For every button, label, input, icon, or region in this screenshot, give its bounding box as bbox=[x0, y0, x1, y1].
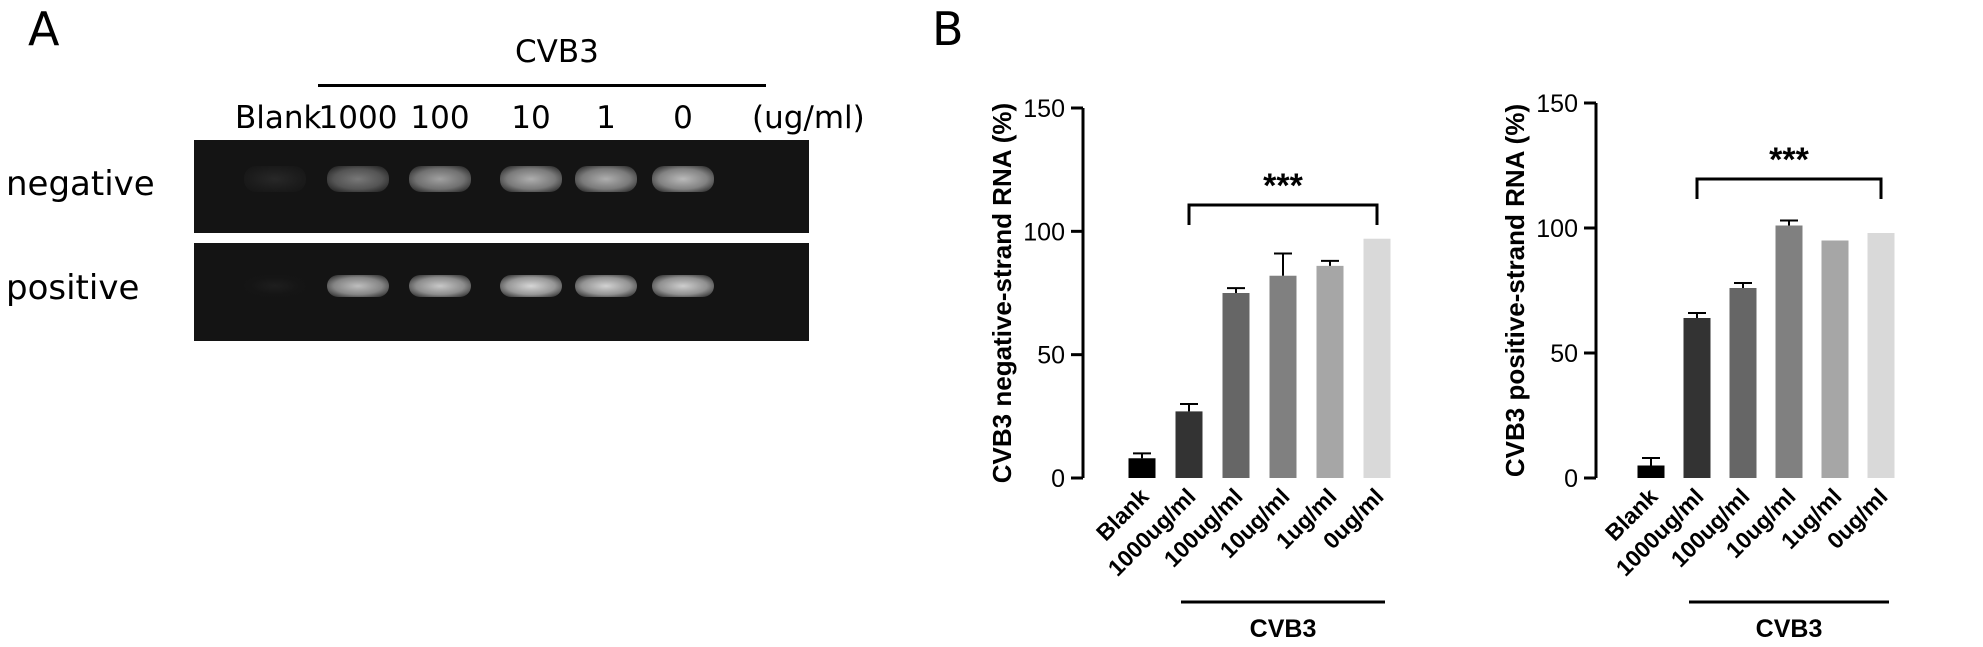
gel-band bbox=[652, 275, 714, 297]
bar bbox=[1269, 275, 1297, 478]
gel-group-label: CVB3 bbox=[515, 34, 599, 70]
bar bbox=[1729, 288, 1757, 478]
y-tick-label: 50 bbox=[1037, 342, 1065, 370]
gel-lane-label: Blank bbox=[235, 100, 322, 136]
gel-band bbox=[575, 166, 637, 192]
gel-band bbox=[500, 166, 562, 192]
gel-band bbox=[500, 275, 562, 297]
y-tick-label: 0 bbox=[1051, 465, 1065, 493]
gel-band bbox=[409, 166, 471, 192]
bar bbox=[1821, 240, 1849, 478]
panel-b-letter: B bbox=[932, 2, 964, 56]
gel-lane-label: 100 bbox=[410, 100, 470, 136]
significance-label: *** bbox=[1263, 167, 1303, 205]
y-tick-label: 100 bbox=[1023, 218, 1065, 246]
y-tick-label: 50 bbox=[1550, 340, 1578, 368]
y-tick-label: 100 bbox=[1536, 215, 1578, 243]
gel-row-label-positive: positive bbox=[6, 268, 140, 308]
gel-group-line bbox=[318, 84, 766, 87]
y-axis-label: CVB3 positive-strand RNA (%) bbox=[1500, 104, 1530, 477]
gel-lane-label: 1 bbox=[596, 100, 616, 136]
gel-band bbox=[244, 275, 306, 297]
bar bbox=[1867, 233, 1895, 478]
significance-bracket bbox=[1187, 203, 1379, 225]
bar bbox=[1637, 465, 1665, 478]
bar bbox=[1222, 293, 1250, 478]
significance-bracket bbox=[1695, 177, 1883, 199]
gel-unit-label: (ug/ml) bbox=[752, 100, 865, 136]
bar bbox=[1175, 411, 1203, 478]
gel-band bbox=[409, 275, 471, 297]
gel-band bbox=[575, 275, 637, 297]
group-label: CVB3 bbox=[1250, 615, 1317, 643]
y-tick-label: 150 bbox=[1536, 90, 1578, 118]
bar bbox=[1683, 318, 1711, 478]
gel-lane-label: 10 bbox=[511, 100, 551, 136]
gel-image-negative bbox=[194, 140, 809, 233]
gel-lane-label: 0 bbox=[673, 100, 693, 136]
bar bbox=[1775, 225, 1803, 478]
panel-a-letter: A bbox=[28, 2, 60, 56]
gel-band bbox=[244, 166, 306, 192]
gel-band bbox=[652, 166, 714, 192]
bar bbox=[1363, 238, 1391, 478]
significance-label: *** bbox=[1769, 141, 1809, 179]
gel-band bbox=[327, 275, 389, 297]
gel-lane-label: 1000 bbox=[318, 100, 398, 136]
group-label: CVB3 bbox=[1756, 615, 1823, 643]
bar bbox=[1128, 458, 1156, 478]
y-tick-label: 150 bbox=[1023, 95, 1065, 123]
gel-band bbox=[327, 166, 389, 192]
gel-row-label-negative: negative bbox=[6, 164, 155, 204]
y-tick-label: 0 bbox=[1564, 465, 1578, 493]
gel-image-positive bbox=[194, 243, 809, 341]
bar bbox=[1316, 265, 1344, 478]
y-axis-label: CVB3 negative-strand RNA (%) bbox=[987, 103, 1017, 483]
